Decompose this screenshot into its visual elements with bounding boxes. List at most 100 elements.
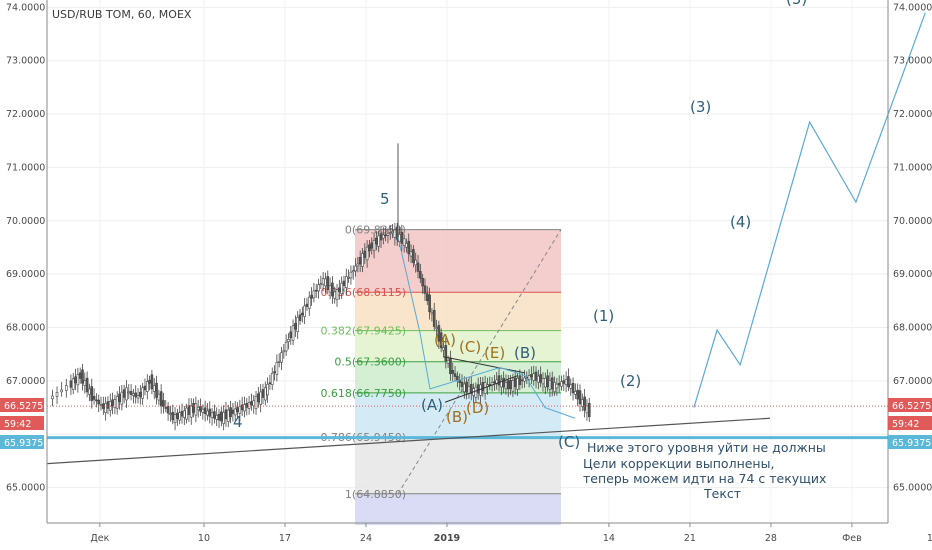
candle-body: [497, 375, 501, 386]
candle-body: [277, 360, 281, 363]
candle-body: [224, 409, 228, 420]
candle-body: [233, 408, 237, 416]
wave-label-D-lower: (D): [466, 399, 489, 417]
x-tick-label: 2019: [434, 533, 460, 544]
candle-body: [428, 294, 431, 313]
level-price-badge: 65.9375 65.9375: [0, 435, 932, 449]
candle-body: [557, 382, 561, 386]
candle-body: [509, 380, 512, 390]
candle-body: [456, 375, 459, 381]
candle-body: [185, 407, 188, 420]
candle-body: [583, 396, 586, 411]
candle-body: [166, 406, 170, 414]
candle-body: [139, 391, 142, 397]
candle-body: [122, 389, 126, 398]
candle-body: [280, 352, 283, 363]
candle-body: [51, 395, 54, 400]
candle-body: [127, 391, 131, 394]
fib-band: [355, 292, 561, 331]
fib-trend-line: [397, 229, 562, 495]
triangle-upper: [443, 356, 526, 374]
y-tick-label-right: 74.0000: [893, 2, 932, 13]
y-tick-label-left: 73.0000: [6, 56, 45, 67]
candle-body: [416, 262, 420, 272]
y-tick-label-right: 65.0000: [893, 483, 932, 494]
candle-body: [530, 374, 533, 378]
candle-body: [409, 251, 413, 257]
candle-body: [178, 412, 181, 421]
candle-body: [284, 341, 288, 352]
fibonacci-retracement[interactable]: 0(69.8350)0.236(68.6115)0.382(67.9425)0.…: [320, 224, 562, 525]
candle-body: [578, 390, 582, 405]
candle-body: [562, 380, 566, 384]
candle-body: [289, 331, 293, 339]
candle-body: [518, 375, 522, 385]
x-tick-label: 11: [927, 533, 932, 544]
candle-body: [275, 362, 279, 375]
annotation-line-1: Ниже этого уровня уйти не должны: [587, 440, 826, 455]
candle-body: [176, 412, 179, 419]
y-tick-label-left: 70.0000: [6, 216, 45, 227]
candle-body: [342, 280, 346, 286]
time-axis[interactable]: Дек 10 17 24 2019 14 21 28 Фев 11: [90, 523, 932, 544]
x-tick-label: 24: [360, 533, 372, 544]
candle-body: [173, 414, 177, 423]
candle-body: [574, 391, 577, 395]
y-tick-label-left: 72.0000: [6, 109, 45, 120]
candle-body: [254, 395, 258, 409]
candle-body: [247, 402, 251, 409]
price-axis[interactable]: 65.0000 65.0000 67.0000 67.0000 68.0000 68.00…: [6, 2, 932, 493]
y-tick-label-left: 68.0000: [6, 323, 45, 334]
candle-body: [282, 350, 286, 353]
annotation-note[interactable]: Ниже этого уровня уйти не должны Цели ко…: [583, 440, 826, 501]
candle-body: [340, 282, 343, 295]
candle-body: [287, 339, 290, 342]
candle-body: [481, 382, 485, 392]
y-tick-label-right: 71.0000: [893, 162, 932, 173]
candle-body: [312, 290, 316, 299]
drawing-overlays[interactable]: [46, 12, 926, 465]
candle-body: [60, 389, 63, 393]
candle-body: [338, 287, 341, 293]
candle-body: [268, 382, 272, 384]
candle-body: [159, 391, 163, 407]
fib-level-label: 0.382(67.9425): [320, 325, 406, 338]
candle-body: [451, 370, 455, 374]
candle-body: [537, 375, 540, 383]
candle-body: [493, 381, 496, 384]
candle-body: [347, 277, 350, 279]
candle-body: [553, 382, 556, 392]
candle-body: [291, 325, 295, 341]
candle-body: [296, 317, 299, 332]
candle-body: [261, 389, 265, 398]
candle-body: [467, 386, 471, 394]
candle-body: [391, 231, 394, 234]
countdown-left: 59:42: [4, 419, 31, 430]
candle-body: [407, 240, 411, 255]
candle-body: [527, 375, 531, 380]
candle-body: [523, 377, 526, 382]
candle-body: [321, 278, 325, 285]
wave-labels[interactable]: 5 4 (A) (C) (E) (B) (A) (B) (D) (C) (1) …: [233, 0, 807, 451]
candle-body: [264, 387, 267, 401]
candle-body: [400, 231, 404, 244]
candle-body: [303, 305, 306, 317]
candle-body: [150, 374, 154, 390]
y-tick-label-right: 67.0000: [893, 376, 932, 387]
candle-body: [555, 383, 559, 389]
x-tick-label: 21: [684, 533, 696, 544]
candle-body: [372, 239, 376, 251]
candle-body: [180, 411, 184, 417]
y-tick-label-left: 74.0000: [6, 2, 45, 13]
candle-body: [171, 412, 175, 421]
candle-body: [363, 250, 367, 258]
annotation-line-3: теперь можем идти на 74 с текущих: [583, 471, 826, 486]
candle-body: [222, 411, 225, 424]
candle-body: [83, 380, 87, 386]
candle-body: [465, 381, 468, 392]
candle-body: [213, 411, 216, 419]
candle-body: [194, 403, 198, 416]
wave-label-5-projection: (5): [786, 0, 807, 8]
candle-body: [132, 393, 135, 396]
